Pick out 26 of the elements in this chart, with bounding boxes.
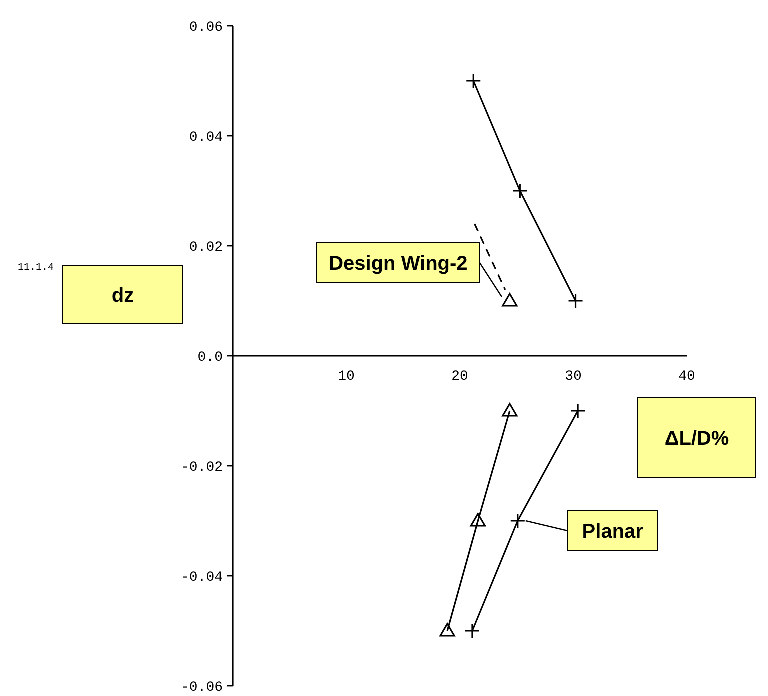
x-tick-label: 10 xyxy=(338,369,355,385)
x-tick-label: 30 xyxy=(565,369,582,385)
y-tick-label: 0.06 xyxy=(189,20,223,36)
y-tick-label: -0.06 xyxy=(180,680,223,696)
y-tick-label: -0.04 xyxy=(180,570,223,586)
point xyxy=(502,293,518,307)
y-tick-label: -0.02 xyxy=(180,460,223,476)
y-tick-label: 0.02 xyxy=(189,240,223,256)
x-tick-label: 40 xyxy=(678,369,696,385)
point xyxy=(570,403,586,419)
x-axis-title: ΔL/D% xyxy=(664,428,730,450)
point xyxy=(466,73,482,89)
point xyxy=(440,623,456,637)
y-axis-title: dz xyxy=(112,285,134,307)
point xyxy=(510,513,526,529)
y-tick-label: 0.0 xyxy=(198,350,223,366)
text: Design Wing-2 xyxy=(329,253,468,275)
x-tick-label: 20 xyxy=(452,369,468,385)
point xyxy=(470,513,486,527)
text: 11.1.4 xyxy=(18,263,54,274)
point xyxy=(512,183,528,199)
point xyxy=(568,293,584,309)
point xyxy=(502,403,518,417)
point xyxy=(464,623,480,639)
y-tick-label: 0.04 xyxy=(189,130,223,146)
legend-label: Planar xyxy=(582,521,644,543)
